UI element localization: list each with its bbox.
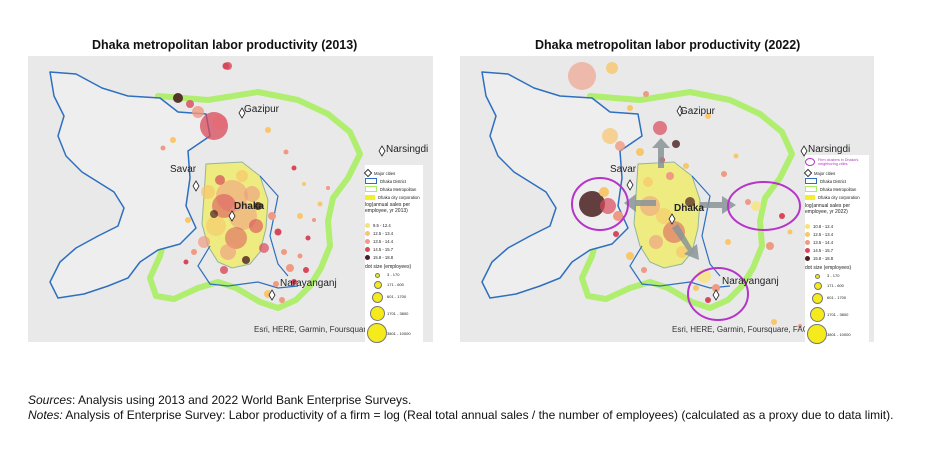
diamond-icon (363, 168, 373, 178)
city-label-narayanganj: Narayanganj (722, 276, 779, 287)
right-legend: Firm clusters in Dhaka's neighboring cit… (803, 155, 869, 345)
legend-dhaka-city-corp: Dhaka city corporation (805, 193, 860, 201)
legend-dhaka-metro: Dhaka Metropolitan (365, 185, 416, 193)
legend-color-heading: log(annual sales per employee, yr 2013) (365, 202, 411, 214)
city-corp-swatch-icon (365, 194, 375, 200)
legend-dhaka-district: Dhaka District (365, 177, 406, 185)
city-label-narsingdi: Narsingdi (808, 144, 851, 155)
legend-dhaka-city-corp: Dhaka city corporation (365, 193, 420, 201)
legend-size-heading: dot size (employees) (365, 264, 412, 270)
city-label-narayanganj: Narayanganj (280, 278, 337, 289)
legend-size-1: 3 - 170 (827, 273, 840, 278)
major-city-markers (192, 107, 386, 301)
legend-size-5: 3801 - 10000 (827, 332, 851, 337)
firm-dots-2013 (160, 62, 330, 303)
legend-size-3: 601 - 1700 (827, 295, 847, 300)
district-swatch-icon (805, 178, 817, 184)
legend-major-cities: Major cities (803, 168, 835, 178)
legend-class-1: 10.8 - 12.4 (805, 222, 833, 230)
legend-size-4: 1701 - 3800 (387, 311, 409, 316)
legend-class-5: 15.8 - 18.8 (365, 253, 393, 261)
cluster-ring-icon (805, 158, 815, 166)
legend-size-2: 171 - 600 (387, 282, 404, 287)
legend-class-4: 14.5 - 15.7 (365, 245, 393, 253)
dhaka-district-boundary (49, 71, 211, 299)
notes-line: Notes: Analysis of Enterprise Survey: La… (28, 408, 894, 422)
legend-size-3: 601 - 1700 (387, 294, 407, 299)
right-map-svg (481, 62, 808, 328)
legend-size-2: 171 - 600 (827, 283, 844, 288)
legend-size-5: 3801 - 10000 (387, 331, 411, 336)
legend-class-3: 13.5 - 14.4 (365, 237, 393, 245)
firm-dots-2022 (568, 62, 802, 328)
city-label-gazipur: Gazipur (244, 104, 280, 115)
legend-dhaka-metro: Dhaka Metropolitan (805, 185, 856, 193)
legend-color-heading: log(annual sales per employee, yr 2022) (805, 203, 851, 215)
city-label-savar: Savar (610, 164, 637, 175)
left-map-svg (49, 62, 386, 311)
legend-size-heading: dot size (employees) (805, 265, 852, 271)
city-label-narsingdi: Narsingdi (386, 144, 429, 155)
legend-class-3: 13.5 - 14.4 (805, 238, 833, 246)
legend-class-2: 12.5 - 13.4 (805, 230, 833, 238)
dhaka-district-boundary (481, 71, 643, 299)
district-swatch-icon (365, 178, 377, 184)
city-label-gazipur: Gazipur (680, 106, 716, 117)
legend-class-1: 9.5 - 12.4 (365, 221, 391, 229)
left-legend: Major cities Dhaka District Dhaka Metrop… (363, 165, 423, 345)
major-city-markers (626, 105, 808, 301)
map-attribution: Esri, HERE, Garmin, Foursquare, FAO, MI (672, 325, 823, 334)
right-map-title: Dhaka metropolitan labor productivity (2… (535, 38, 801, 52)
metro-swatch-icon (365, 186, 377, 192)
firm-cluster-rings (571, 177, 801, 321)
figure-notes: Sources: Analysis using 2013 and 2022 Wo… (28, 393, 908, 423)
map-attribution: Esri, HERE, Garmin, Foursquare, FAO, M (254, 325, 403, 334)
legend-class-5: 15.8 - 18.8 (805, 254, 833, 262)
sources-line: Sources: Analysis using 2013 and 2022 Wo… (28, 393, 412, 407)
dispersion-arrows (624, 138, 736, 260)
city-label-dhaka: Dhaka (674, 203, 705, 214)
legend-major-cities: Major cities (363, 168, 395, 178)
city-label-savar: Savar (170, 164, 197, 175)
city-corp-swatch-icon (805, 194, 815, 200)
metro-swatch-icon (805, 186, 817, 192)
legend-class-2: 12.5 - 13.4 (365, 229, 393, 237)
left-map-title: Dhaka metropolitan labor productivity (2… (92, 38, 358, 52)
legend-size-4: 1701 - 3800 (827, 312, 849, 317)
legend-dhaka-district: Dhaka District (805, 177, 846, 185)
legend-firm-clusters: Firm clusters in Dhaka's neighboring cit… (805, 157, 862, 167)
diamond-icon (803, 168, 813, 178)
city-label-dhaka: Dhaka (234, 201, 265, 212)
legend-size-1: 3 - 170 (387, 272, 400, 277)
legend-class-4: 14.5 - 15.7 (805, 246, 833, 254)
